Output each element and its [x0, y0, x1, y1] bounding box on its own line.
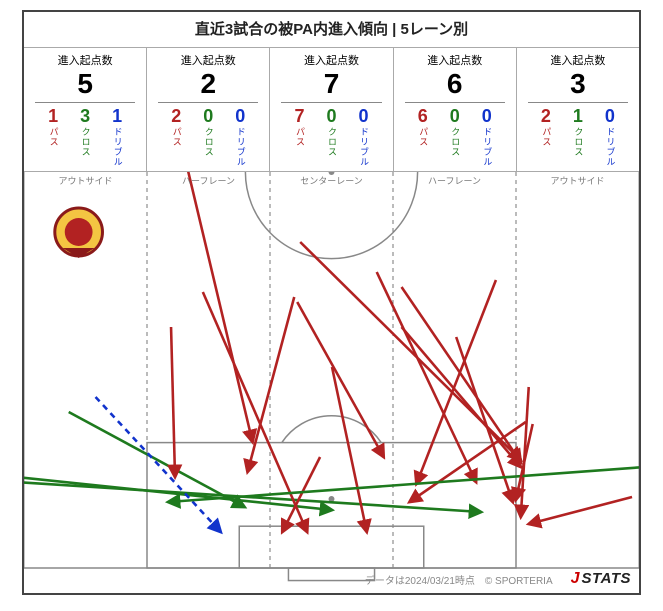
lane-col: 進入起点数 5 1 パス 3 クロス 1 ドリブル	[24, 48, 147, 171]
breakdown-value: 0	[482, 107, 492, 125]
lane-divider	[528, 102, 628, 103]
breakdown-item-dribble: 1 ドリブル	[106, 107, 128, 167]
breakdown-value: 1	[48, 107, 58, 125]
breakdown-item-cross: 3 クロス	[74, 107, 96, 167]
breakdown-value: 6	[418, 107, 428, 125]
breakdown-value: 0	[605, 107, 615, 125]
breakdown-label: ドリブル	[113, 127, 122, 167]
pitch-svg	[24, 172, 639, 590]
breakdown-label: パス	[49, 127, 58, 147]
breakdown-label: クロス	[204, 127, 213, 157]
breakdown-label: クロス	[327, 127, 336, 157]
entry-arrow-pass	[171, 327, 175, 477]
breakdown-item-pass: 2 パス	[535, 107, 557, 167]
breakdown-value: 2	[541, 107, 551, 125]
breakdown-label: ドリブル	[359, 127, 368, 167]
lane-divider	[35, 102, 135, 103]
breakdown-item-cross: 0 クロス	[444, 107, 466, 167]
breakdown-item-pass: 1 パス	[42, 107, 64, 167]
breakdown-value: 0	[450, 107, 460, 125]
entry-arrow-pass	[402, 287, 521, 462]
breakdown-item-pass: 6 パス	[412, 107, 434, 167]
entry-arrow-pass	[332, 367, 367, 532]
breakdown-value: 0	[358, 107, 368, 125]
lane-breakdown: 7 パス 0 クロス 0 ドリブル	[289, 107, 375, 167]
lane-origin-label: 進入起点数	[427, 52, 482, 68]
breakdown-label: パス	[418, 127, 427, 147]
lane-total: 5	[77, 70, 93, 98]
breakdown-label: ドリブル	[482, 127, 491, 167]
breakdown-value: 2	[171, 107, 181, 125]
lane-col: 進入起点数 2 2 パス 0 クロス 0 ドリブル	[147, 48, 270, 171]
breakdown-value: 3	[80, 107, 90, 125]
lane-col: 進入起点数 6 6 パス 0 クロス 0 ドリブル	[394, 48, 517, 171]
lane-total: 3	[570, 70, 586, 98]
breakdown-value: 1	[573, 107, 583, 125]
breakdown-item-pass: 2 パス	[165, 107, 187, 167]
lane-breakdown: 6 パス 0 クロス 0 ドリブル	[412, 107, 498, 167]
lane-breakdown: 1 パス 3 クロス 1 ドリブル	[42, 107, 128, 167]
breakdown-item-pass: 7 パス	[289, 107, 311, 167]
lane-origin-label: 進入起点数	[304, 52, 359, 68]
breakdown-value: 0	[326, 107, 336, 125]
entry-arrow-cross	[168, 467, 639, 502]
team-badge	[55, 208, 103, 258]
breakdown-value: 0	[235, 107, 245, 125]
lane-origin-label: 進入起点数	[181, 52, 236, 68]
breakdown-item-dribble: 0 ドリブル	[229, 107, 251, 167]
breakdown-item-cross: 1 クロス	[567, 107, 589, 167]
breakdown-item-dribble: 0 ドリブル	[599, 107, 621, 167]
breakdown-value: 7	[294, 107, 304, 125]
breakdown-item-dribble: 0 ドリブル	[353, 107, 375, 167]
lane-breakdown: 2 パス 0 クロス 0 ドリブル	[165, 107, 251, 167]
breakdown-value: 1	[112, 107, 122, 125]
lane-total: 6	[447, 70, 463, 98]
chart-container: 直近3試合の被PA内進入傾向 | 5レーン別 進入起点数 5 1 パス 3 クロス 1 ドリブ…	[22, 10, 641, 595]
lane-divider	[405, 102, 505, 103]
entry-arrow-pass	[297, 302, 383, 457]
entry-arrow-pass	[186, 172, 253, 442]
breakdown-value: 0	[203, 107, 213, 125]
breakdown-item-cross: 0 クロス	[197, 107, 219, 167]
entry-arrow-pass	[516, 424, 533, 500]
breakdown-label: クロス	[81, 127, 90, 157]
breakdown-label: ドリブル	[236, 127, 245, 167]
lanes-header: 進入起点数51パス3クロス1ドリブル進入起点数22パス0クロス0ドリブル進入起点…	[24, 47, 639, 172]
lane-origin-label: 進入起点数	[550, 52, 605, 68]
entry-arrow-pass	[377, 272, 476, 482]
chart-title: 直近3試合の被PA内進入傾向 | 5レーン別	[24, 12, 639, 47]
breakdown-item-dribble: 0 ドリブル	[476, 107, 498, 167]
breakdown-item-cross: 0 クロス	[321, 107, 343, 167]
breakdown-label: パス	[295, 127, 304, 147]
lane-divider	[158, 102, 258, 103]
breakdown-label: クロス	[450, 127, 459, 157]
entry-arrow-dribble	[96, 397, 221, 532]
breakdown-label: ドリブル	[605, 127, 614, 167]
lane-col: 進入起点数 7 7 パス 0 クロス 0 ドリブル	[270, 48, 393, 171]
lane-col: 進入起点数 3 2 パス 1 クロス 0 ドリブル	[517, 48, 639, 171]
lane-total: 7	[324, 70, 340, 98]
entry-arrow-pass	[529, 497, 632, 524]
lane-total: 2	[201, 70, 217, 98]
pitch-area: アウトサイドハーフレーンセンターレーンハーフレーンアウトサイド データは2024…	[24, 172, 639, 590]
breakdown-label: パス	[541, 127, 550, 147]
breakdown-label: クロス	[573, 127, 582, 157]
lane-divider	[281, 102, 381, 103]
breakdown-label: パス	[172, 127, 181, 147]
lane-origin-label: 進入起点数	[58, 52, 113, 68]
lane-breakdown: 2 パス 1 クロス 0 ドリブル	[535, 107, 621, 167]
